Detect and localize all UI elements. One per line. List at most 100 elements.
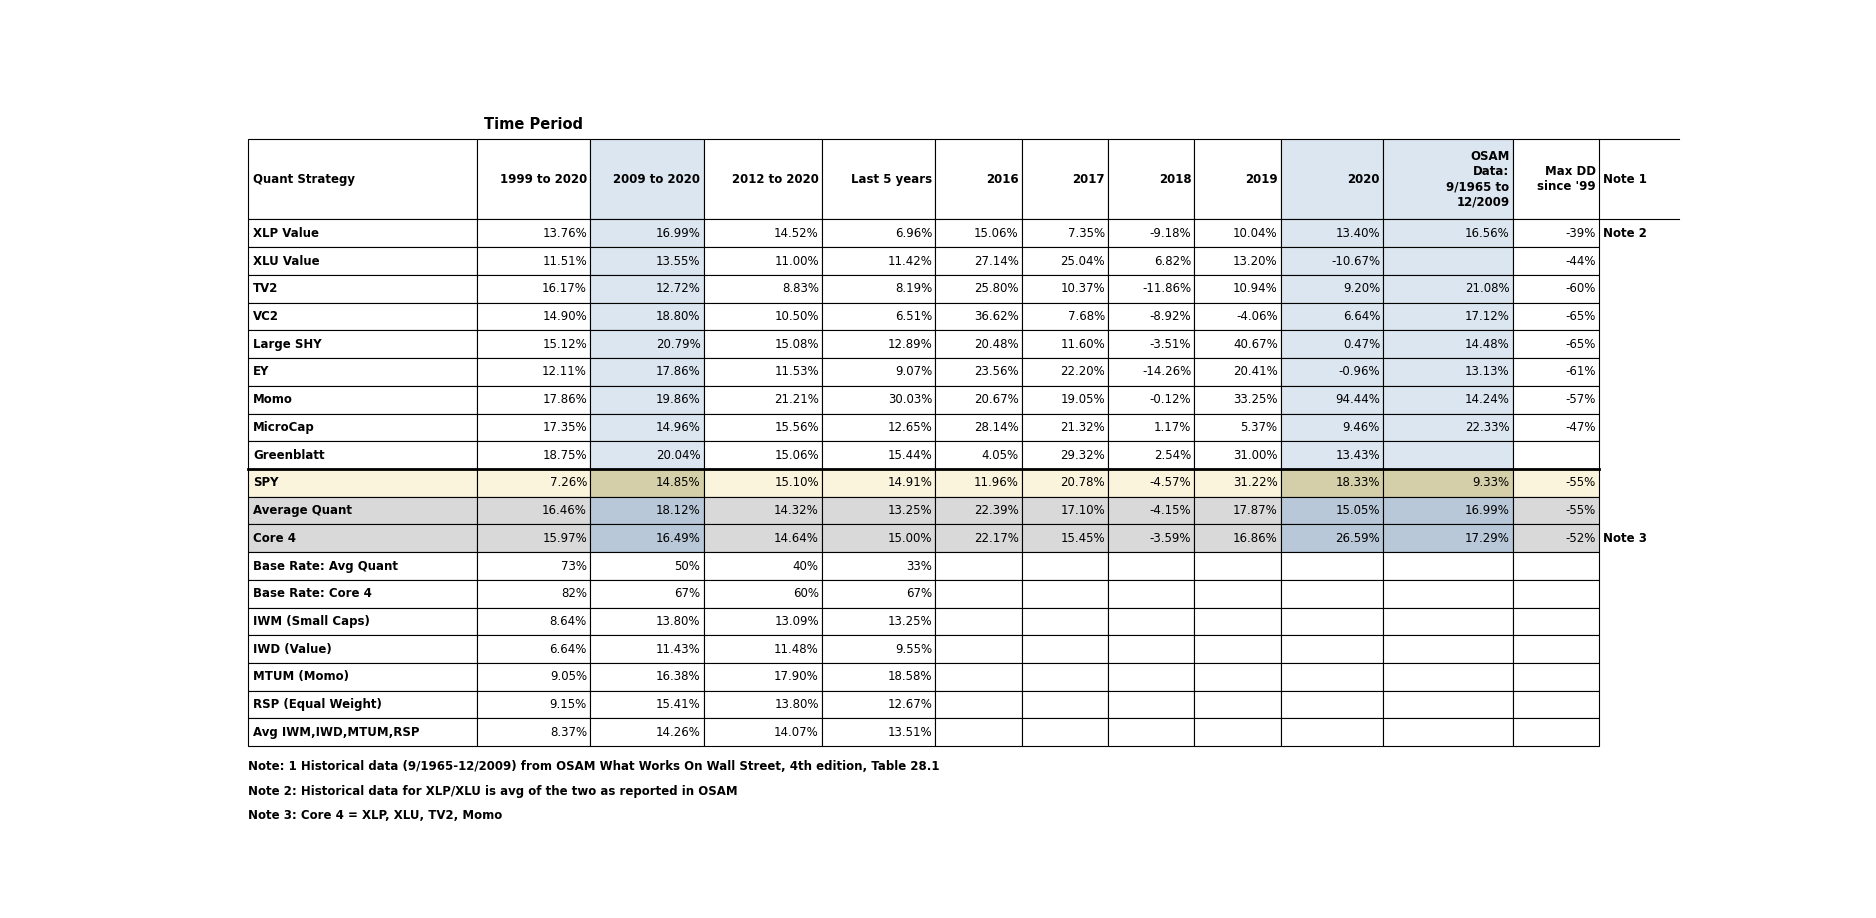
Text: 10.50%: 10.50% <box>775 310 818 323</box>
Bar <box>1109 219 1195 247</box>
Bar <box>1383 358 1512 386</box>
Text: -47%: -47% <box>1565 420 1596 434</box>
Text: 73%: 73% <box>561 559 587 573</box>
Text: 20.48%: 20.48% <box>974 338 1019 351</box>
Bar <box>936 442 1022 469</box>
Bar <box>1281 469 1383 497</box>
Bar <box>1022 413 1109 442</box>
Text: 16.99%: 16.99% <box>655 227 700 240</box>
Bar <box>936 580 1022 608</box>
Text: 1.17%: 1.17% <box>1154 420 1191 434</box>
Text: Average Quant: Average Quant <box>253 504 353 517</box>
Bar <box>591 413 704 442</box>
Bar <box>822 719 936 746</box>
Bar <box>477 719 591 746</box>
Text: 8.64%: 8.64% <box>550 615 587 628</box>
Bar <box>936 139 1022 219</box>
Text: TV2: TV2 <box>253 283 278 296</box>
Bar <box>1512 469 1598 497</box>
Text: 28.14%: 28.14% <box>974 420 1019 434</box>
Text: 36.62%: 36.62% <box>974 310 1019 323</box>
Bar <box>477 524 591 552</box>
Text: 16.56%: 16.56% <box>1465 227 1510 240</box>
Text: 15.08%: 15.08% <box>775 338 818 351</box>
Bar <box>1281 139 1383 219</box>
Bar <box>1022 608 1109 635</box>
Bar <box>591 608 704 635</box>
Text: 60%: 60% <box>794 588 818 600</box>
Bar <box>1281 497 1383 524</box>
Bar <box>1383 497 1512 524</box>
Text: 6.64%: 6.64% <box>550 643 587 655</box>
Bar <box>248 635 477 663</box>
Bar <box>477 635 591 663</box>
Bar <box>822 330 936 358</box>
Bar <box>822 413 936 442</box>
Text: MicroCap: MicroCap <box>253 420 315 434</box>
Bar <box>1383 303 1512 330</box>
Text: 17.90%: 17.90% <box>775 670 818 683</box>
Bar <box>936 358 1022 386</box>
Bar <box>1195 330 1281 358</box>
Text: 17.86%: 17.86% <box>657 365 700 378</box>
Text: 15.06%: 15.06% <box>974 227 1019 240</box>
Text: 21.32%: 21.32% <box>1060 420 1105 434</box>
Bar <box>1109 303 1195 330</box>
Bar <box>477 690 591 719</box>
Bar <box>704 442 822 469</box>
Text: 14.64%: 14.64% <box>775 532 818 544</box>
Text: 13.20%: 13.20% <box>1233 254 1278 267</box>
Bar <box>248 663 477 690</box>
Text: 2018: 2018 <box>1159 173 1191 185</box>
Bar <box>704 663 822 690</box>
Bar <box>1195 219 1281 247</box>
Text: IWM (Small Caps): IWM (Small Caps) <box>253 615 370 628</box>
Bar <box>1022 139 1109 219</box>
Bar <box>1281 330 1383 358</box>
Text: 27.14%: 27.14% <box>974 254 1019 267</box>
Bar <box>1281 663 1383 690</box>
Bar <box>1022 358 1109 386</box>
Bar <box>248 413 477 442</box>
Text: 12.72%: 12.72% <box>655 283 700 296</box>
Text: 16.17%: 16.17% <box>542 283 587 296</box>
Bar <box>936 635 1022 663</box>
Bar <box>822 524 936 552</box>
Bar <box>822 219 936 247</box>
Bar <box>704 552 822 580</box>
Text: Note: 1 Historical data (9/1965-12/2009) from OSAM What Works On Wall Street, 4t: Note: 1 Historical data (9/1965-12/2009)… <box>248 760 940 773</box>
Bar <box>1022 274 1109 303</box>
Bar <box>248 330 477 358</box>
Text: 15.05%: 15.05% <box>1336 504 1381 517</box>
Text: 16.86%: 16.86% <box>1233 532 1278 544</box>
Text: 13.55%: 13.55% <box>657 254 700 267</box>
Text: 17.12%: 17.12% <box>1465 310 1510 323</box>
Text: 20.79%: 20.79% <box>657 338 700 351</box>
Bar <box>477 358 591 386</box>
Text: 11.48%: 11.48% <box>775 643 818 655</box>
Text: 13.25%: 13.25% <box>887 615 932 628</box>
Text: -11.86%: -11.86% <box>1142 283 1191 296</box>
Text: 14.07%: 14.07% <box>775 726 818 739</box>
Text: 19.05%: 19.05% <box>1060 393 1105 406</box>
Text: 13.40%: 13.40% <box>1336 227 1381 240</box>
Bar <box>1383 580 1512 608</box>
Bar <box>1109 635 1195 663</box>
Text: -8.92%: -8.92% <box>1150 310 1191 323</box>
Text: 2019: 2019 <box>1246 173 1278 185</box>
Bar <box>1022 690 1109 719</box>
Bar <box>1195 386 1281 413</box>
Text: -4.06%: -4.06% <box>1236 310 1278 323</box>
Text: 33.25%: 33.25% <box>1233 393 1278 406</box>
Bar <box>936 469 1022 497</box>
Text: 15.44%: 15.44% <box>887 449 932 462</box>
Bar <box>1022 219 1109 247</box>
Bar <box>1109 663 1195 690</box>
Text: 11.96%: 11.96% <box>974 476 1019 489</box>
Text: 16.49%: 16.49% <box>655 532 700 544</box>
Bar <box>1195 247 1281 274</box>
Text: 20.41%: 20.41% <box>1233 365 1278 378</box>
Bar <box>1109 358 1195 386</box>
Bar <box>1109 247 1195 274</box>
Text: Max DD
since '99: Max DD since '99 <box>1536 165 1596 193</box>
